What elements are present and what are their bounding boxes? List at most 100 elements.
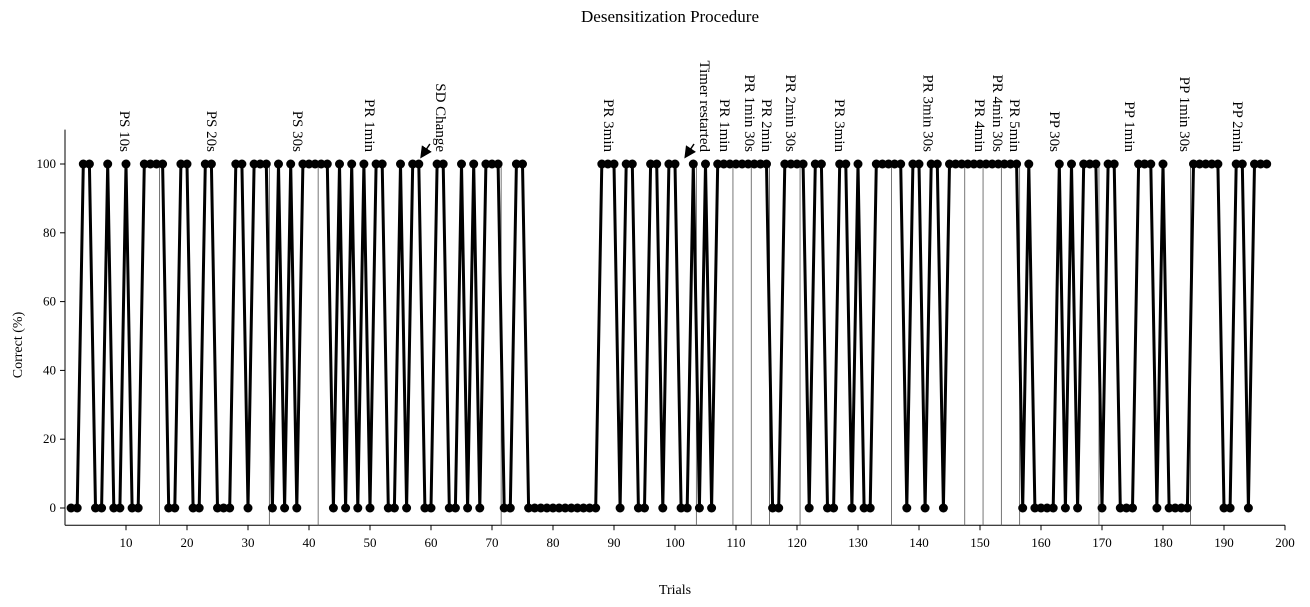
data-point xyxy=(707,503,717,513)
x-tick-label: 90 xyxy=(608,535,621,550)
annotation: PR 4min xyxy=(971,99,987,152)
data-point xyxy=(237,159,247,169)
data-point xyxy=(847,503,857,513)
data-point xyxy=(280,503,290,513)
data-point xyxy=(426,503,436,513)
data-point xyxy=(1152,503,1162,513)
data-point xyxy=(158,159,168,169)
data-point xyxy=(762,159,771,169)
data-point xyxy=(1048,503,1058,513)
data-point xyxy=(353,503,363,513)
data-point xyxy=(1243,503,1253,513)
data-point xyxy=(286,159,296,169)
data-point xyxy=(274,159,283,169)
data-point xyxy=(243,503,253,513)
x-tick-label: 180 xyxy=(1153,535,1173,550)
x-tick-label: 170 xyxy=(1092,535,1112,550)
annotation: PR 3min 30s xyxy=(919,74,935,152)
data-point xyxy=(438,159,448,169)
annotation: PR 2min xyxy=(758,99,774,152)
data-point xyxy=(450,503,460,513)
data-point xyxy=(341,503,351,513)
annotation-arrow xyxy=(420,143,432,159)
data-point xyxy=(591,503,601,513)
x-tick-label: 10 xyxy=(120,535,133,550)
annotation: PR 2min 30s xyxy=(782,74,798,152)
data-point xyxy=(115,503,125,513)
x-tick-label: 30 xyxy=(242,535,255,550)
x-tick-label: 40 xyxy=(303,535,316,550)
x-tick-label: 50 xyxy=(364,535,377,550)
data-point xyxy=(615,503,625,513)
annotation: Timer restarted xyxy=(696,60,712,152)
annotation-arrow xyxy=(684,143,696,159)
annotation: PR 4min 30s xyxy=(989,74,1005,152)
annotation: PS 30s xyxy=(289,111,305,152)
data-point xyxy=(493,159,503,169)
y-axis-label: Correct (%) xyxy=(11,311,26,378)
data-point xyxy=(84,159,94,169)
data-point xyxy=(389,503,399,513)
data-point xyxy=(377,159,387,169)
data-point xyxy=(133,503,143,513)
data-point xyxy=(463,503,473,513)
data-point xyxy=(1060,503,1070,513)
annotation: SD Change xyxy=(432,83,448,152)
annotation: PR 3min xyxy=(831,99,847,152)
data-point xyxy=(902,503,912,513)
y-tick-label: 80 xyxy=(43,225,56,240)
data-point xyxy=(402,503,412,513)
data-point xyxy=(694,503,704,513)
data-point xyxy=(1024,159,1034,169)
data-point xyxy=(1182,503,1192,513)
data-point xyxy=(938,503,948,513)
data-point xyxy=(816,159,826,169)
data-point xyxy=(688,159,698,169)
data-point xyxy=(853,159,863,169)
data-point xyxy=(194,503,204,513)
annotation: PP 1min 30s xyxy=(1176,77,1192,152)
data-point xyxy=(1213,159,1223,169)
data-point xyxy=(682,503,692,513)
data-point xyxy=(359,159,369,169)
x-tick-label: 140 xyxy=(909,535,929,550)
data-point xyxy=(798,159,808,169)
data-point xyxy=(1012,159,1022,169)
data-point xyxy=(225,503,235,513)
data-point xyxy=(396,159,405,169)
data-point xyxy=(206,159,216,169)
annotation: PR 3min xyxy=(600,99,616,152)
y-tick-label: 20 xyxy=(43,431,56,446)
data-point xyxy=(774,503,784,513)
data-point xyxy=(1073,503,1083,513)
data-point xyxy=(267,503,277,513)
chart-title: Desensitization Procedure xyxy=(581,7,759,26)
data-point xyxy=(1158,159,1168,169)
data-point xyxy=(475,503,485,513)
data-point xyxy=(920,503,930,513)
data-point xyxy=(914,159,924,169)
data-point xyxy=(1237,159,1247,169)
data-point xyxy=(896,159,906,169)
x-tick-label: 110 xyxy=(726,535,745,550)
data-point xyxy=(518,159,527,169)
data-point xyxy=(457,159,466,169)
annotation: PP 1min xyxy=(1121,101,1137,152)
annotation: PS 20s xyxy=(203,111,219,152)
x-tick-label: 160 xyxy=(1031,535,1051,550)
data-point xyxy=(261,159,271,169)
y-tick-label: 0 xyxy=(50,500,57,515)
x-tick-label: 190 xyxy=(1214,535,1234,550)
y-tick-label: 60 xyxy=(43,294,56,309)
data-point xyxy=(365,503,375,513)
x-tick-label: 130 xyxy=(848,535,868,550)
data-point xyxy=(1109,159,1119,169)
data-point xyxy=(1018,503,1028,513)
data-line xyxy=(71,162,1267,510)
annotation: PR 1min 30s xyxy=(741,74,757,152)
data-point xyxy=(335,159,344,169)
x-tick-label: 20 xyxy=(181,535,194,550)
data-point xyxy=(1262,159,1272,169)
